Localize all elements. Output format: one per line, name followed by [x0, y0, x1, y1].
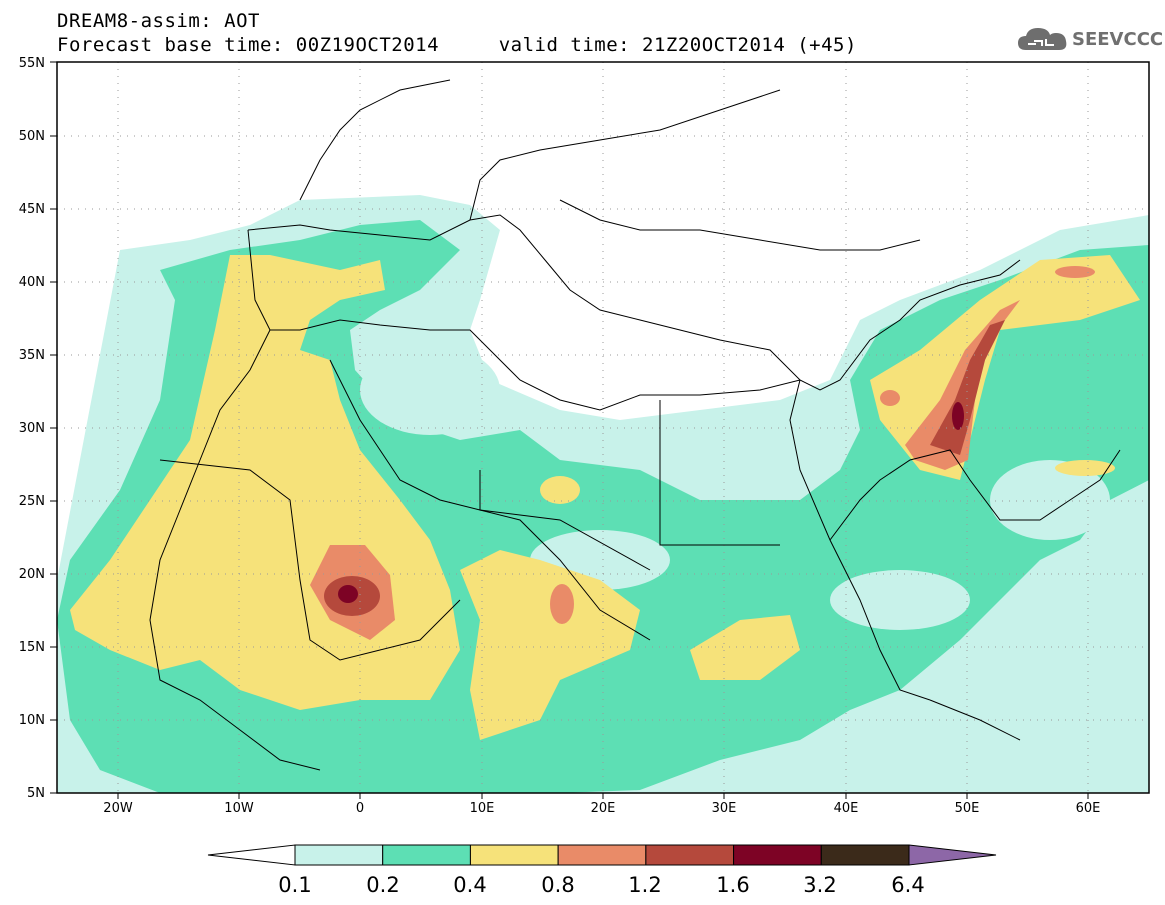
colorbar-label: 0.1 [278, 873, 312, 897]
forecast-time-line: Forecast base time: 00Z19OCT2014 valid t… [57, 34, 857, 56]
colorbar-label: 3.2 [803, 873, 837, 897]
aot-blob [338, 585, 358, 603]
lon-label: 20E [591, 801, 616, 816]
lat-label: 30N [19, 421, 45, 436]
lat-label: 5N [27, 786, 45, 801]
lat-ticks [50, 61, 57, 794]
gridlines [57, 62, 1149, 793]
lon-label: 0 [356, 801, 364, 816]
lon-label: 60E [1076, 801, 1101, 816]
lat-labels: 5N 10N 15N 20N 25N 30N 35N 40N 45N 50N 5… [19, 56, 45, 801]
aot-blob [952, 402, 964, 430]
lat-label: 40N [19, 275, 45, 290]
colorbar-swatch [645, 844, 735, 866]
lon-label: 10E [470, 801, 495, 816]
cloud-icon [1018, 28, 1067, 50]
colorbar-swatch [820, 844, 910, 866]
colorbar-label: 0.2 [366, 873, 400, 897]
lat-label: 55N [19, 56, 45, 71]
aot-hole [360, 345, 500, 435]
colorbar [207, 844, 997, 866]
colorbar-label: 6.4 [891, 873, 925, 897]
lon-label: 40E [834, 801, 859, 816]
lon-label: 30E [712, 801, 737, 816]
aot-blob [880, 390, 900, 406]
colorbar-swatch [733, 844, 822, 866]
lon-labels: 20W 10W 0 10E 20E 30E 40E 50E 60E [103, 801, 1100, 816]
colorbar-label: 1.2 [628, 873, 662, 897]
aot-blob [540, 476, 580, 504]
aot-blob [1055, 266, 1095, 278]
colorbar-swatch [294, 844, 384, 866]
lat-label: 35N [19, 348, 45, 363]
aot-contour-1.2-iraq [930, 320, 1005, 455]
map-title: DREAM8-assim: AOT [57, 10, 260, 32]
lat-label: 25N [19, 494, 45, 509]
logo-text: SEEVCCC [1072, 29, 1164, 50]
aot-blob [1055, 460, 1115, 476]
aot-field [57, 62, 1149, 793]
lon-label: 10W [224, 801, 254, 816]
lat-label: 20N [19, 567, 45, 582]
seevccc-logo: SEEVCCC [1016, 24, 1163, 58]
colorbar-label: 0.4 [453, 873, 487, 897]
colorbar-min-arrow [207, 844, 296, 866]
aot-contour-0.4-sudan [690, 615, 800, 680]
colorbar-swatch [382, 844, 471, 866]
lat-label: 50N [19, 129, 45, 144]
aot-blob [550, 584, 574, 624]
colorbar-swatch [557, 844, 647, 866]
lon-label: 20W [103, 801, 133, 816]
lon-label: 50E [955, 801, 980, 816]
colorbar-label: 1.6 [716, 873, 750, 897]
aot-hole [830, 570, 970, 630]
lat-label: 10N [19, 713, 45, 728]
lat-label: 45N [19, 202, 45, 217]
aot-contour-0.4-chad [460, 550, 640, 740]
colorbar-max-arrow [908, 844, 997, 866]
colorbar-label: 0.8 [541, 873, 575, 897]
colorbar-swatch [469, 844, 559, 866]
lon-ticks [117, 793, 1089, 799]
lat-label: 15N [19, 640, 45, 655]
coastlines [149, 79, 1121, 771]
